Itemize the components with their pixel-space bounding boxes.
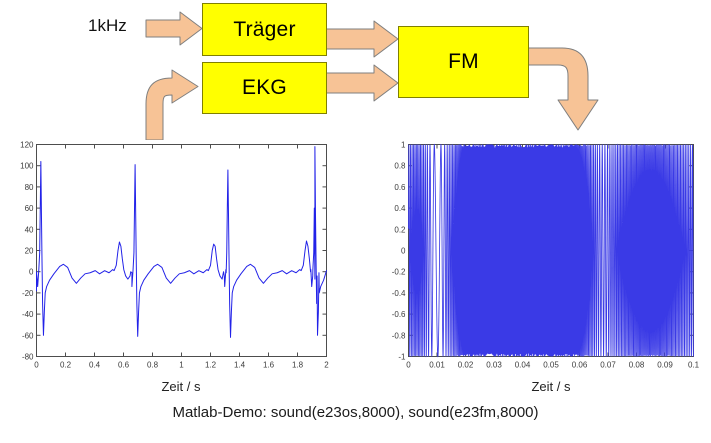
y-tick-label: -0.2 (392, 268, 406, 277)
x-tick-label: 0 (406, 361, 411, 370)
x-tick-label: 0.2 (60, 361, 72, 370)
x-tick-label: 0.02 (458, 361, 474, 370)
y-tick-label: 80 (25, 183, 34, 192)
block-traeger-label: Träger (233, 17, 296, 41)
x-tick-label: 0.09 (657, 361, 673, 370)
block-diagram: 1kHz Träger EKG FM (0, 0, 711, 140)
y-tick-label: 60 (25, 204, 34, 213)
x-tick-label: 0.05 (543, 361, 559, 370)
y-tick-label: 1 (401, 141, 406, 150)
y-tick-label: 100 (20, 162, 34, 171)
arrow-ekg-to-fm (324, 64, 399, 102)
arrow-fm-output (526, 47, 599, 131)
y-tick-label: -60 (22, 331, 34, 340)
arrow-traeger-to-fm (324, 20, 399, 58)
y-tick-label: -0.6 (392, 310, 406, 319)
x-tick-label: 0.03 (486, 361, 502, 370)
block-ekg-label: EKG (242, 76, 287, 99)
y-tick-label: -0.4 (392, 289, 406, 298)
y-tick-label: 0.8 (394, 162, 406, 171)
x-tick-label: 0.04 (515, 361, 531, 370)
x-tick-label: 0.6 (118, 361, 130, 370)
x-tick-label: 0.8 (147, 361, 159, 370)
x-tick-label: 1.6 (263, 361, 275, 370)
y-tick-label: 120 (20, 141, 34, 150)
x-tick-label: 2 (324, 361, 329, 370)
arrow-ekg-feedback-in (145, 69, 199, 140)
chart-ekg-xlabel: Zeit / s (161, 379, 201, 394)
y-tick-label: 0.2 (394, 225, 406, 234)
x-tick-label: 1 (179, 361, 184, 370)
y-tick-label: -1 (398, 353, 406, 362)
y-tick-label: -80 (22, 353, 34, 362)
y-tick-label: 0 (401, 247, 406, 256)
x-tick-label: 0.01 (429, 361, 445, 370)
x-tick-label: 1.2 (205, 361, 217, 370)
y-tick-label: 20 (25, 247, 34, 256)
y-tick-label: -20 (22, 289, 34, 298)
chart-fm-xlabel: Zeit / s (531, 379, 571, 394)
y-tick-label: -40 (22, 310, 34, 319)
block-traeger[interactable]: Träger (202, 3, 327, 56)
y-tick-label: -0.8 (392, 331, 406, 340)
chart-ekg: 0 0.2 0.4 0.6 0.8 1 1.2 1.4 1.6 1.8 2 -80 -60 -40 -20… (8, 136, 358, 398)
block-fm-label: FM (448, 50, 479, 73)
y-tick-label: 0.4 (394, 204, 406, 213)
x-tick-label: 0.1 (688, 361, 700, 370)
figure-caption: Matlab-Demo: sound(e23os,8000), sound(e2… (172, 404, 539, 421)
chart-fm: 0 0.01 0.02 0.03 0.04 0.05 0.06 0.07 0.08 0.09 0.1… (386, 136, 706, 398)
block-fm[interactable]: FM (398, 26, 529, 98)
input-frequency-label: 1kHz (88, 16, 127, 35)
x-tick-label: 0.07 (600, 361, 616, 370)
x-tick-label: 1.4 (234, 361, 246, 370)
block-ekg[interactable]: EKG (202, 62, 327, 114)
x-tick-label: 0.06 (572, 361, 588, 370)
arrow-input-to-traeger (145, 11, 203, 46)
y-tick-label: 40 (25, 225, 34, 234)
x-tick-label: 0.4 (89, 361, 101, 370)
y-tick-label: 0.6 (394, 183, 406, 192)
x-tick-label: 1.8 (292, 361, 304, 370)
x-tick-label: 0.08 (629, 361, 645, 370)
x-tick-label: 0 (34, 361, 39, 370)
y-tick-label: 0 (29, 268, 34, 277)
